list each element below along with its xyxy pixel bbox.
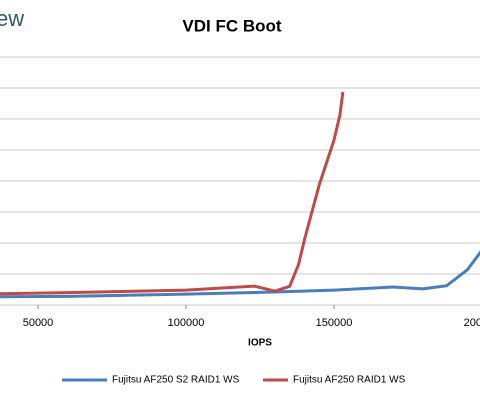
x-tick-label: 100000	[168, 317, 205, 329]
chart-title: VDI FC Boot	[182, 16, 281, 35]
legend-label: Fujitsu AF250 RAID1 WS	[293, 375, 406, 386]
x-tick-label: 150000	[316, 317, 353, 329]
x-tick-label: 200000	[464, 317, 480, 329]
logo: ew	[0, 6, 24, 31]
legend-label: Fujitsu AF250 S2 RAID1 WS	[112, 375, 240, 386]
series-line	[0, 91, 345, 296]
series-line	[0, 250, 480, 299]
x-axis-label: IOPS	[248, 338, 272, 349]
x-tick-label: 50000	[23, 317, 54, 329]
